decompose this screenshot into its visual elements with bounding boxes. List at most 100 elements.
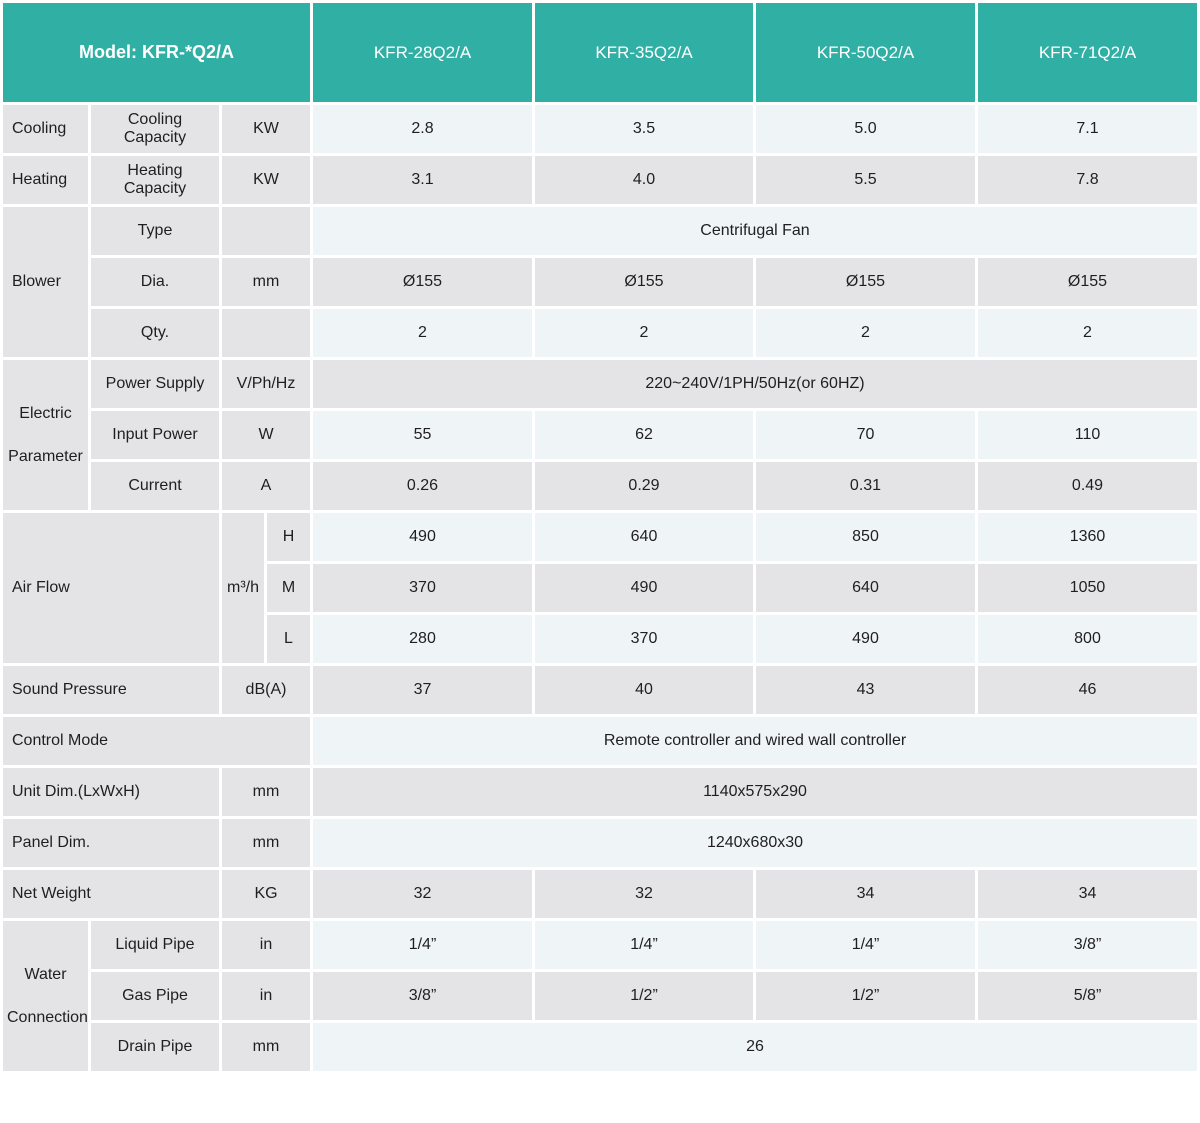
input-power-row: Input Power W 55 62 70 110	[3, 411, 1197, 459]
net-weight-value: 34	[978, 870, 1197, 918]
cooling-group-label: Cooling	[3, 105, 88, 153]
heating-group-label: Heating	[3, 156, 88, 204]
input-power-value: 110	[978, 411, 1197, 459]
blower-dia-value: Ø155	[756, 258, 975, 306]
air-flow-l-value: 490	[756, 615, 975, 663]
sound-pressure-label: Sound Pressure	[3, 666, 219, 714]
air-flow-l-label: L	[267, 615, 310, 663]
air-flow-group-label: Air Flow	[3, 513, 219, 663]
blower-group-label: Blower	[3, 207, 88, 357]
gas-pipe-unit: in	[222, 972, 310, 1020]
panel-dim-label: Panel Dim.	[3, 819, 219, 867]
model-column-kfr-71: KFR-71Q2/A	[978, 3, 1197, 102]
control-mode-label: Control Mode	[3, 717, 310, 765]
blower-dia-label: Dia.	[91, 258, 219, 306]
air-flow-m-value: 370	[313, 564, 532, 612]
blower-dia-value: Ø155	[313, 258, 532, 306]
air-flow-m-value: 1050	[978, 564, 1197, 612]
heating-value: 7.8	[978, 156, 1197, 204]
blower-type-label: Type	[91, 207, 219, 255]
air-flow-unit: m³/h	[222, 513, 264, 663]
heating-value: 5.5	[756, 156, 975, 204]
spec-table: Model: KFR-*Q2/A KFR-28Q2/A KFR-35Q2/A K…	[3, 3, 1197, 1071]
air-flow-h-value: 850	[756, 513, 975, 561]
drain-pipe-unit: mm	[222, 1023, 310, 1071]
blower-dia-value: Ø155	[535, 258, 753, 306]
unit-dim-row: Unit Dim.(LxWxH) mm 1140x575x290	[3, 768, 1197, 816]
input-power-label: Input Power	[91, 411, 219, 459]
air-flow-m-label: M	[267, 564, 310, 612]
sound-pressure-unit: dB(A)	[222, 666, 310, 714]
air-flow-m-value: 640	[756, 564, 975, 612]
blower-qty-unit	[222, 309, 310, 357]
cooling-value: 2.8	[313, 105, 532, 153]
heating-row: Heating Heating Capacity KW 3.1 4.0 5.5 …	[3, 156, 1197, 204]
blower-qty-value: 2	[313, 309, 532, 357]
sound-pressure-value: 46	[978, 666, 1197, 714]
control-mode-row: Control Mode Remote controller and wired…	[3, 717, 1197, 765]
liquid-pipe-value: 1/4”	[535, 921, 753, 969]
input-power-value: 70	[756, 411, 975, 459]
cooling-value: 3.5	[535, 105, 753, 153]
air-flow-h-label: H	[267, 513, 310, 561]
blower-qty-label: Qty.	[91, 309, 219, 357]
sound-pressure-row: Sound Pressure dB(A) 37 40 43 46	[3, 666, 1197, 714]
blower-type-unit	[222, 207, 310, 255]
air-flow-h-value: 1360	[978, 513, 1197, 561]
net-weight-unit: KG	[222, 870, 310, 918]
panel-dim-row: Panel Dim. mm 1240x680x30	[3, 819, 1197, 867]
sound-pressure-value: 37	[313, 666, 532, 714]
air-flow-l-value: 370	[535, 615, 753, 663]
air-flow-h-value: 640	[535, 513, 753, 561]
current-value: 0.49	[978, 462, 1197, 510]
blower-qty-value: 2	[756, 309, 975, 357]
model-column-kfr-28: KFR-28Q2/A	[313, 3, 532, 102]
panel-dim-value: 1240x680x30	[313, 819, 1197, 867]
sound-pressure-value: 40	[535, 666, 753, 714]
unit-dim-unit: mm	[222, 768, 310, 816]
current-value: 0.31	[756, 462, 975, 510]
gas-pipe-value: 3/8”	[313, 972, 532, 1020]
unit-dim-label: Unit Dim.(LxWxH)	[3, 768, 219, 816]
liquid-pipe-unit: in	[222, 921, 310, 969]
input-power-value: 55	[313, 411, 532, 459]
blower-dia-unit: mm	[222, 258, 310, 306]
air-flow-l-value: 280	[313, 615, 532, 663]
air-flow-l-row: L 280 370 490 800	[3, 615, 1197, 663]
electric-group-label: Electric Parameter	[3, 360, 88, 510]
input-power-value: 62	[535, 411, 753, 459]
spec-sheet: Model: KFR-*Q2/A KFR-28Q2/A KFR-35Q2/A K…	[3, 3, 1197, 1071]
model-column-kfr-50: KFR-50Q2/A	[756, 3, 975, 102]
cooling-unit: KW	[222, 105, 310, 153]
heating-capacity-label: Heating Capacity	[91, 156, 219, 204]
header-row: Model: KFR-*Q2/A KFR-28Q2/A KFR-35Q2/A K…	[3, 3, 1197, 102]
drain-pipe-label: Drain Pipe	[91, 1023, 219, 1071]
blower-dia-row: Dia. mm Ø155 Ø155 Ø155 Ø155	[3, 258, 1197, 306]
air-flow-m-value: 490	[535, 564, 753, 612]
gas-pipe-row: Gas Pipe in 3/8” 1/2” 1/2” 5/8”	[3, 972, 1197, 1020]
control-mode-value: Remote controller and wired wall control…	[313, 717, 1197, 765]
cooling-capacity-label: Cooling Capacity	[91, 105, 219, 153]
unit-dim-value: 1140x575x290	[313, 768, 1197, 816]
current-unit: A	[222, 462, 310, 510]
cooling-value: 7.1	[978, 105, 1197, 153]
cooling-row: Cooling Cooling Capacity KW 2.8 3.5 5.0 …	[3, 105, 1197, 153]
net-weight-value: 32	[535, 870, 753, 918]
blower-qty-value: 2	[978, 309, 1197, 357]
gas-pipe-value: 1/2”	[756, 972, 975, 1020]
net-weight-value: 34	[756, 870, 975, 918]
heating-value: 4.0	[535, 156, 753, 204]
blower-dia-value: Ø155	[978, 258, 1197, 306]
panel-dim-unit: mm	[222, 819, 310, 867]
air-flow-h-value: 490	[313, 513, 532, 561]
current-row: Current A 0.26 0.29 0.31 0.49	[3, 462, 1197, 510]
liquid-pipe-value: 3/8”	[978, 921, 1197, 969]
model-column-kfr-35: KFR-35Q2/A	[535, 3, 753, 102]
liquid-pipe-row: Water Connection Liquid Pipe in 1/4” 1/4…	[3, 921, 1197, 1071]
liquid-pipe-value: 1/4”	[756, 921, 975, 969]
gas-pipe-value: 1/2”	[535, 972, 753, 1020]
air-flow-m-row: M 370 490 640 1050	[3, 564, 1197, 612]
net-weight-value: 32	[313, 870, 532, 918]
power-supply-unit: V/Ph/Hz	[222, 360, 310, 408]
air-flow-h-row: Air Flow m³/h H 490 640 850 1360	[3, 513, 1197, 663]
